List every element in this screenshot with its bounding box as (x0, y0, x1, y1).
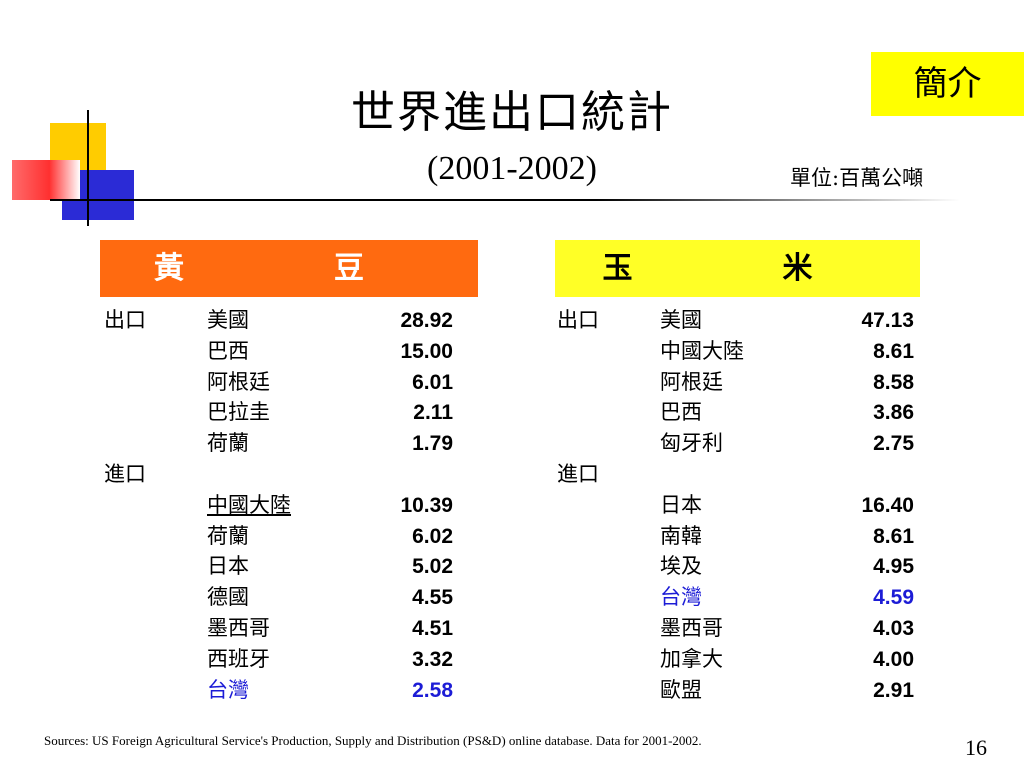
corn-imports-value: 4.00 (873, 647, 914, 671)
corn-imports-country: 歐盟 (660, 677, 702, 702)
corn-exports-country: 巴西 (660, 400, 702, 425)
soybean-exports-country: 荷蘭 (207, 431, 249, 456)
corn-imports-country: 台灣 (660, 585, 702, 610)
corn-exports-value: 8.58 (873, 370, 914, 394)
page-subtitle: (2001-2002) (427, 150, 597, 187)
soybean-imports-country: 台灣 (207, 677, 249, 702)
soybean-exports-value: 2.11 (413, 401, 453, 425)
corn-imports-country: 南韓 (660, 523, 702, 548)
soybean-header: 黃 豆 (100, 240, 478, 297)
corn-import-label: 進口 (557, 462, 599, 486)
soybean-imports-country: 德國 (207, 585, 249, 610)
corn-exports-country: 匈牙利 (660, 431, 723, 456)
soybean-imports-country: 西班牙 (207, 646, 270, 671)
soybean-imports-country: 日本 (207, 554, 249, 579)
corn-imports-country: 墨西哥 (660, 616, 723, 640)
soybean-imports-country: 荷蘭 (207, 523, 249, 548)
corn-imports-value: 2.91 (873, 678, 914, 702)
soybean-exports-country: 阿根廷 (207, 369, 270, 394)
soybean-exports-country: 巴西 (207, 338, 249, 363)
corn-exports-value: 3.86 (873, 401, 914, 425)
soybean-imports-value: 10.39 (400, 493, 453, 517)
soybean-imports-country: 中國大陸 (207, 492, 291, 517)
decorative-vertical-line (87, 110, 89, 226)
title-underline (50, 199, 960, 201)
soybean-imports-value: 5.02 (412, 555, 453, 579)
corn-exports-country: 美國 (660, 308, 702, 332)
soybean-exports-country: 巴拉圭 (207, 400, 270, 425)
corn-imports-country: 加拿大 (660, 646, 723, 671)
corn-imports-value: 16.40 (861, 493, 914, 517)
corn-exports-country: 阿根廷 (660, 369, 723, 394)
soybean-imports-value: 4.55 (412, 586, 453, 610)
corn-imports-value: 4.59 (873, 586, 914, 610)
soybean-exports-country: 美國 (207, 308, 249, 332)
soybean-imports-value: 6.02 (412, 524, 453, 548)
soybean-export-label: 出口 (104, 308, 146, 332)
soybean-imports-value: 3.32 (412, 647, 453, 671)
soybean-imports-value: 2.58 (412, 678, 453, 702)
corn-export-label: 出口 (557, 308, 599, 332)
soybean-exports-value: 15.00 (400, 339, 453, 363)
corn-exports-value: 47.13 (861, 309, 914, 332)
corn-imports-value: 8.61 (873, 524, 914, 548)
source-note: Sources: US Foreign Agricultural Service… (44, 733, 702, 748)
corn-imports-value: 4.03 (873, 617, 914, 640)
page-number: 16 (965, 735, 987, 760)
soybean-exports-value: 28.92 (400, 309, 453, 332)
unit-label: 單位:百萬公噸 (790, 166, 924, 190)
corn-imports-country: 埃及 (660, 554, 702, 579)
soybean-exports-value: 1.79 (412, 432, 453, 456)
soybean-import-label: 進口 (104, 462, 146, 486)
soybean-imports-value: 4.51 (412, 617, 453, 640)
intro-button[interactable]: 簡介 (871, 52, 1024, 116)
corn-exports-value: 2.75 (873, 432, 914, 456)
corn-imports-value: 4.95 (873, 555, 914, 579)
corn-imports-country: 日本 (660, 492, 702, 517)
corn-exports-value: 8.61 (873, 339, 914, 363)
soybean-exports-value: 6.01 (412, 370, 453, 394)
page-title: 世界進出口統計 (351, 87, 673, 138)
corn-header: 玉 米 (555, 240, 920, 297)
corn-exports-country: 中國大陸 (660, 338, 744, 363)
soybean-imports-country: 墨西哥 (207, 616, 270, 640)
decorative-red-square (12, 160, 80, 200)
